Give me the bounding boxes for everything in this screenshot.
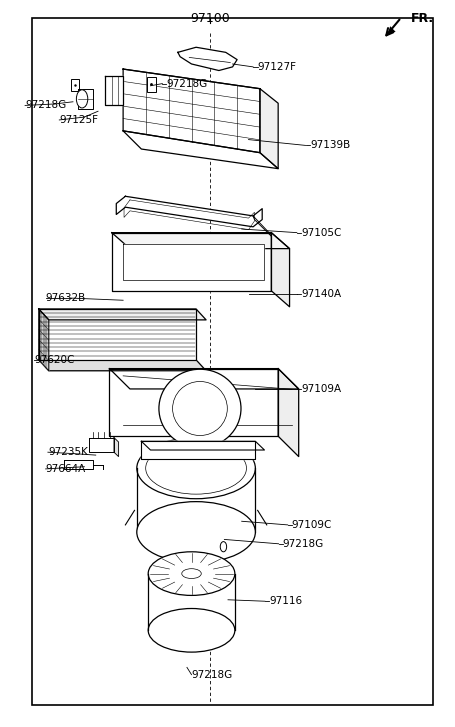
Text: 97140A: 97140A xyxy=(300,289,340,300)
Ellipse shape xyxy=(136,438,255,499)
Ellipse shape xyxy=(158,369,240,448)
Polygon shape xyxy=(148,574,234,630)
Text: 97109A: 97109A xyxy=(300,384,340,394)
Bar xyxy=(32,18,432,705)
Text: 97127F: 97127F xyxy=(257,62,296,72)
Polygon shape xyxy=(278,369,298,457)
Text: 97218G: 97218G xyxy=(191,670,232,680)
Polygon shape xyxy=(177,47,237,71)
Polygon shape xyxy=(89,438,114,452)
Polygon shape xyxy=(64,460,93,469)
Ellipse shape xyxy=(220,542,226,552)
Text: 97100: 97100 xyxy=(189,12,229,25)
Text: 97218G: 97218G xyxy=(25,100,66,111)
Polygon shape xyxy=(39,309,49,371)
Ellipse shape xyxy=(145,442,246,494)
Polygon shape xyxy=(141,441,255,459)
Polygon shape xyxy=(136,468,255,532)
Bar xyxy=(71,79,79,91)
Polygon shape xyxy=(111,233,271,291)
Polygon shape xyxy=(116,196,262,227)
Text: 97632B: 97632B xyxy=(46,293,86,303)
Text: 97235K: 97235K xyxy=(48,447,87,457)
Text: 97664A: 97664A xyxy=(46,464,86,474)
Text: 97125F: 97125F xyxy=(59,115,98,125)
Polygon shape xyxy=(123,69,259,153)
Polygon shape xyxy=(39,309,196,360)
Polygon shape xyxy=(77,89,93,109)
Polygon shape xyxy=(271,233,289,307)
Ellipse shape xyxy=(76,89,87,108)
Text: 97105C: 97105C xyxy=(300,228,341,238)
Polygon shape xyxy=(123,131,278,169)
Text: FR.: FR. xyxy=(410,12,433,25)
Polygon shape xyxy=(141,441,264,450)
Polygon shape xyxy=(109,369,278,436)
Polygon shape xyxy=(114,438,118,457)
Bar xyxy=(147,77,156,92)
Polygon shape xyxy=(39,360,206,371)
Polygon shape xyxy=(123,244,264,280)
Ellipse shape xyxy=(172,382,227,435)
Ellipse shape xyxy=(182,569,201,579)
Text: 97620C: 97620C xyxy=(34,355,75,365)
Polygon shape xyxy=(39,309,206,320)
Ellipse shape xyxy=(148,608,234,652)
Text: 97218G: 97218G xyxy=(166,79,207,89)
Polygon shape xyxy=(253,216,271,236)
Text: 97218G: 97218G xyxy=(282,539,323,549)
Polygon shape xyxy=(259,89,278,169)
Text: 97139B: 97139B xyxy=(309,140,349,150)
Ellipse shape xyxy=(136,502,255,563)
Polygon shape xyxy=(111,233,289,249)
Text: 97116: 97116 xyxy=(268,596,302,606)
Polygon shape xyxy=(109,369,298,389)
Ellipse shape xyxy=(148,552,234,595)
Polygon shape xyxy=(105,76,123,105)
Text: 97109C: 97109C xyxy=(291,520,332,530)
